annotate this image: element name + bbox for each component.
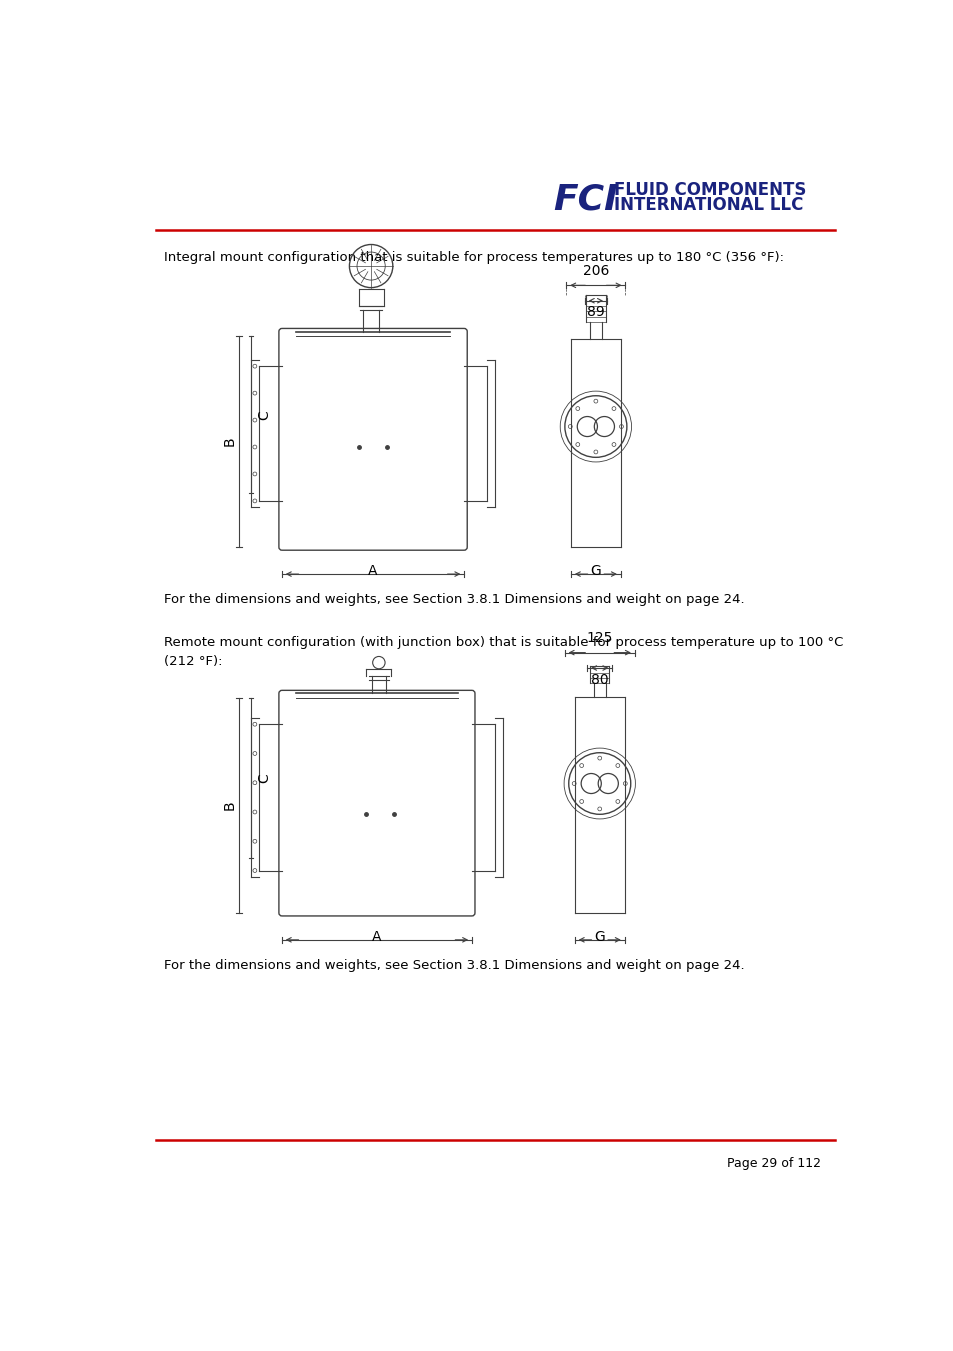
- Text: 80: 80: [590, 673, 608, 686]
- FancyBboxPatch shape: [278, 690, 475, 916]
- Text: For the dimensions and weights, see Section 3.8.1 Dimensions and weight on page : For the dimensions and weights, see Sect…: [164, 959, 744, 973]
- Text: G: G: [594, 929, 604, 943]
- Text: A: A: [368, 563, 377, 578]
- Text: INTERNATIONAL LLC: INTERNATIONAL LLC: [613, 196, 802, 213]
- Text: 125: 125: [586, 631, 612, 644]
- Text: Integral mount configuration that is suitable for process temperatures up to 180: Integral mount configuration that is sui…: [164, 251, 783, 263]
- Text: A: A: [372, 929, 381, 943]
- Text: C: C: [257, 409, 271, 420]
- Text: B: B: [223, 801, 237, 811]
- FancyBboxPatch shape: [278, 328, 467, 550]
- Text: C: C: [257, 773, 271, 782]
- Text: FLUID COMPONENTS: FLUID COMPONENTS: [613, 181, 805, 199]
- Text: FCI: FCI: [553, 182, 618, 218]
- Text: For the dimensions and weights, see Section 3.8.1 Dimensions and weight on page : For the dimensions and weights, see Sect…: [164, 593, 744, 607]
- Text: Remote mount configuration (with junction box) that is suitable for process temp: Remote mount configuration (with junctio…: [164, 636, 842, 667]
- Text: 206: 206: [582, 263, 608, 277]
- Text: B: B: [223, 436, 237, 446]
- Text: 89: 89: [586, 305, 604, 319]
- Text: Page 29 of 112: Page 29 of 112: [726, 1156, 821, 1170]
- Text: G: G: [590, 563, 600, 578]
